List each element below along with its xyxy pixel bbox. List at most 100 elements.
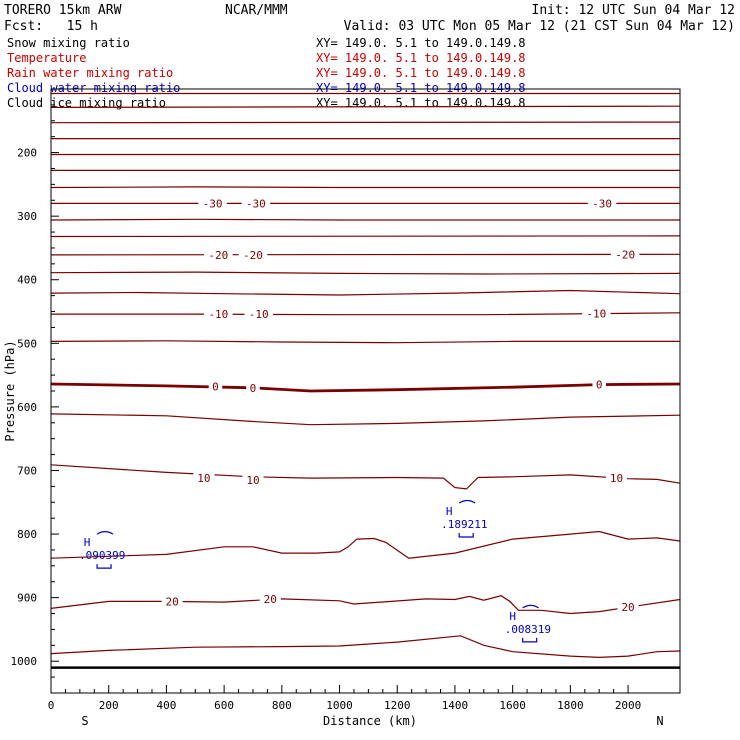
y-tick-label: 700 (17, 464, 37, 477)
temperature-contour (50, 382, 681, 393)
legend-label: Temperature (7, 51, 86, 65)
temperature-contour (50, 121, 681, 124)
y-tick-label: 600 (17, 401, 37, 414)
cloud-water-high-marker: H (84, 536, 91, 549)
contour-label-bg (198, 196, 227, 211)
contour-label-bg (238, 247, 268, 262)
x-axis-label: Distance (km) (323, 714, 417, 728)
header-init: Init: 12 UTC Sun 04 Mar 12 (532, 3, 736, 18)
header-valid: Valid: 03 UTC Mon 05 Mar 12 (21 CST Sun … (344, 19, 735, 34)
temperature-contour (50, 340, 680, 344)
contour-label: 10 (197, 472, 210, 485)
y-axis-label: Pressure (hPa) (3, 340, 17, 441)
contour-label: -30 (203, 197, 223, 210)
contour-label-bg (610, 247, 640, 262)
axes: 0 200 400 600 800 1000 1200 1400 1600 1800 2000200… (3, 88, 681, 728)
contour-label-bg (241, 196, 271, 211)
contour-label-bg (193, 471, 215, 486)
temperature-contour (50, 635, 681, 659)
temperature-contour (50, 595, 681, 615)
contour-label: -10 (208, 308, 228, 321)
cloud-water-high-marker: H (446, 505, 453, 518)
cloud-water-contour (458, 532, 474, 538)
legend-xy: XY= 149.0. 5.1 to 149.0.149.8 (316, 51, 526, 65)
header-model: TORERO 15km ARW (4, 3, 122, 18)
legend-label: Cloud water mixing ratio (7, 81, 180, 95)
contour-label-bg (592, 377, 606, 392)
y-tick-label: 800 (17, 528, 37, 541)
contour-label: 20 (621, 601, 634, 614)
contour-label: -10 (586, 307, 606, 320)
cloud-water-high-value: .189211 (441, 518, 487, 531)
temperature-contour (50, 186, 680, 189)
y-tick-label: 900 (17, 592, 37, 605)
contour-label: 0 (250, 382, 257, 395)
temperature-contour (51, 312, 681, 316)
contour-label-bg (582, 306, 611, 321)
contour-label-bg (161, 594, 183, 609)
x-tick-label: 1200 (384, 699, 411, 712)
cloud-water-high-value: .008319 (505, 623, 551, 636)
legend-label: Rain water mixing ratio (7, 66, 173, 80)
contour-label: 0 (596, 379, 603, 392)
contour-label: 10 (246, 474, 259, 487)
temperature-contour (50, 413, 681, 426)
y-tick-label: 500 (17, 337, 37, 350)
x-tick-label: 400 (156, 699, 176, 712)
x-tick-label: 800 (272, 699, 292, 712)
header-center: NCAR/MMM (225, 3, 288, 18)
x-axis-right-end: N (656, 714, 663, 728)
x-tick-label: 1400 (442, 699, 469, 712)
legend-label: Snow mixing ratio (7, 36, 130, 50)
x-tick-label: 1000 (326, 699, 353, 712)
cloud-water-contour (96, 564, 112, 569)
x-tick-label: 0 (48, 699, 55, 712)
contour-label: -30 (246, 197, 266, 210)
contour-label-bg (204, 307, 233, 322)
x-tick-label: 1600 (499, 699, 526, 712)
temperature-contour (50, 289, 681, 296)
temperature-contour (50, 530, 681, 559)
legend-xy: XY= 149.0. 5.1 to 149.0.149.8 (316, 36, 526, 50)
legend-xy: XY= 149.0. 5.1 to 149.0.149.8 (316, 81, 526, 95)
temperature-contour (50, 253, 681, 256)
legend-xy: XY= 149.0. 5.1 to 149.0.149.8 (316, 66, 526, 80)
contour-label-bg (208, 379, 223, 394)
header: TORERO 15km ARW NCAR/MMM Init: 12 UTC Su… (4, 3, 735, 34)
contour-label: 20 (166, 595, 179, 608)
x-axis-left-end: S (81, 714, 88, 728)
cloud-water-contour (522, 637, 538, 643)
temperature-contour (50, 464, 681, 490)
header-fcst: Fcst: 15 h (4, 19, 98, 34)
contour-label-bg (259, 591, 281, 606)
contour-label: 20 (264, 593, 277, 606)
legend-xy: XY= 149.0. 5.1 to 149.0.149.8 (316, 96, 526, 110)
y-tick-label: 300 (17, 210, 37, 223)
x-tick-label: 600 (214, 699, 234, 712)
x-tick-label: 2000 (615, 699, 642, 712)
cloud-water-high-marker: H (509, 610, 516, 623)
legend-label: Cloud ice mixing ratio (7, 96, 166, 110)
cloud-water-high-value: .090399 (79, 549, 125, 562)
contour-label-bg (246, 380, 260, 395)
x-tick-label: 1800 (557, 699, 584, 712)
contour-label-bg (242, 473, 264, 488)
contour-label: -20 (615, 248, 635, 261)
temperature-contour (50, 235, 681, 238)
contour-label: 0 (212, 381, 219, 394)
x-tick-label: 200 (99, 699, 119, 712)
contour-label-bg (617, 600, 639, 615)
y-tick-label: 400 (17, 274, 37, 287)
legend: Snow mixing ratio XY= 149.0. 5.1 to 149.0… (7, 36, 526, 110)
contour-label: -20 (208, 249, 228, 262)
cloud-water-contour (458, 499, 476, 504)
cloud-water-contour (522, 604, 539, 609)
cloud-water-contour (96, 531, 114, 535)
temperature-contour (50, 218, 680, 221)
temperature-contour (50, 105, 681, 108)
contour-label: 10 (610, 472, 623, 485)
contour-label-bg (204, 247, 233, 262)
contour-label-bg (606, 471, 628, 486)
contour-label: -20 (243, 249, 263, 262)
